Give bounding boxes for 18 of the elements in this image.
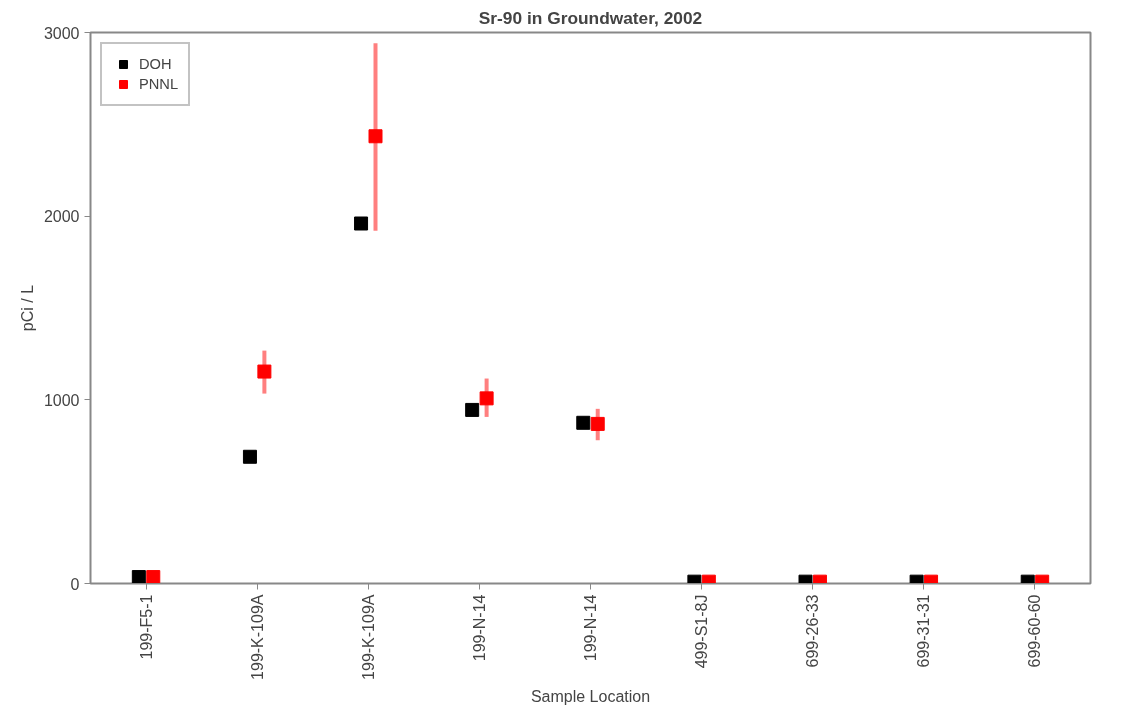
y-tick-label: 0 (70, 575, 80, 593)
x-tick-label: 499-S1-8J (693, 594, 711, 669)
legend-label: PNNL (139, 76, 179, 92)
legend-label: DOH (139, 56, 172, 72)
y-tick-label: 3000 (43, 24, 80, 42)
x-tick-label: 699-31-31 (915, 594, 933, 668)
x-tick-label: 199-N-14 (470, 594, 488, 662)
x-tick-label: 699-60-60 (1026, 594, 1044, 668)
y-tick-label: 1000 (43, 391, 80, 409)
y-tick-label: 2000 (43, 208, 80, 226)
x-tick-label: 199-N-14 (582, 594, 599, 662)
x-axis-title: Sample Location (530, 687, 651, 705)
x-tick-label: 199-K-109A (359, 594, 377, 680)
x-tick-label: 699-26-33 (804, 594, 822, 668)
y-axis-title: pCi / L (18, 284, 36, 332)
x-tick-label: 199-F5-1 (137, 594, 155, 660)
x-tick-label: 199-K-109A (248, 594, 266, 680)
chart-title: Sr-90 in Groundwater, 2002 (478, 7, 703, 28)
